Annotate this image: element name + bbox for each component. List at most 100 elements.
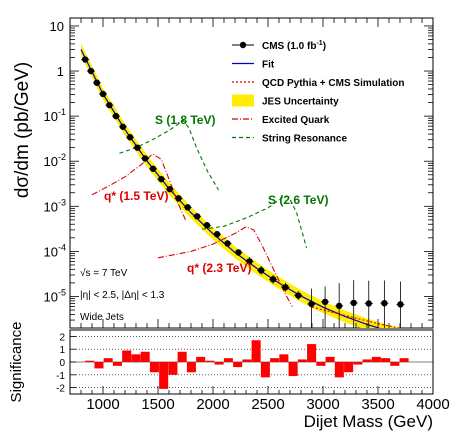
significance-plot: 2 1 0 -1 -2 Significance 1000 1500 2000 2500 3000 3… (8, 322, 450, 431)
significance-tick-label: -1 (56, 371, 65, 382)
x-tick-label: 1500 (141, 396, 174, 413)
legend-entry: QCD Pythia + CMS Simulation (232, 78, 405, 89)
data-point (81, 56, 89, 63)
data-point (335, 302, 343, 310)
data-point (126, 134, 134, 141)
x-axis-title: Dijet Mass (GeV) (304, 412, 433, 431)
significance-bar (149, 362, 159, 373)
significance-bar (279, 354, 289, 362)
significance-bar (122, 350, 132, 362)
data-point (365, 300, 372, 307)
data-point (134, 144, 141, 151)
data-point (166, 185, 173, 193)
label-string-2.6: S (2.6 TeV) (268, 193, 328, 207)
significance-bar (371, 356, 381, 362)
excited-quark-1.5-curve (91, 153, 187, 221)
y-axis-title: dσ/dm (pb/GeV) (12, 62, 33, 198)
significance-bar (214, 362, 224, 365)
string-resonance-1.8-curve (119, 119, 219, 191)
label-qstar-1.5: q* (1.5 TeV) (104, 189, 168, 203)
legend-label: JES Uncertainty (262, 97, 339, 108)
data-point (141, 155, 149, 162)
significance-bar (159, 362, 169, 389)
data-point (269, 276, 277, 283)
data-point (112, 112, 120, 120)
significance-bar (325, 356, 335, 362)
significance-bar (288, 362, 298, 377)
data-point (295, 292, 302, 299)
y-tick-label: 10-4 (44, 242, 66, 259)
significance-tick-label: 1 (59, 345, 65, 356)
data-point (158, 175, 165, 183)
significance-bar (260, 362, 270, 378)
main-frame (69, 17, 434, 329)
data-point (282, 284, 289, 291)
x-tick-label: 2000 (196, 396, 229, 413)
x-tick-label: 3500 (361, 396, 394, 413)
significance-bar (399, 358, 409, 362)
significance-bar (390, 362, 400, 366)
label-qstar-2.3: q* (2.3 TeV) (187, 261, 251, 275)
significance-bar (307, 344, 317, 362)
legend-entry: String Resonance (232, 134, 347, 145)
significance-bar (177, 351, 187, 362)
significance-bar (205, 360, 215, 362)
significance-bar (344, 362, 354, 373)
significance-bar (233, 362, 243, 368)
data-point (257, 267, 265, 274)
data-point (224, 240, 231, 247)
significance-bar (270, 358, 280, 362)
legend-entry: Excited Quark (232, 115, 330, 126)
data-point (308, 300, 315, 308)
qcd-simulation-line (311, 306, 402, 328)
annotation-jets: Wide Jets (80, 312, 124, 323)
y-tick-label: 10 (50, 19, 64, 34)
data-point (381, 299, 388, 307)
string-resonance-2.6-curve (201, 195, 308, 248)
significance-bar (168, 362, 178, 375)
data-point (106, 101, 113, 109)
legend-label: Fit (262, 60, 275, 71)
data-point (175, 195, 182, 202)
label-string-1.8: S (1.8 TeV) (155, 113, 215, 127)
significance-tick-label: -2 (56, 384, 65, 395)
legend-marker (239, 41, 247, 49)
x-tick-label: 1000 (86, 396, 119, 413)
legend-label: Excited Quark (262, 115, 330, 126)
legend-entry: Fit (232, 60, 275, 71)
excited-quark-2.3-curve (157, 226, 293, 307)
significance-bar (316, 362, 326, 366)
significance-bar (103, 358, 113, 362)
data-point (235, 249, 242, 256)
significance-bar (223, 358, 233, 362)
significance-bar (381, 358, 391, 362)
significance-bar (112, 362, 122, 366)
legend-entry: CMS (1.0 fb-1) (232, 40, 326, 52)
significance-bar (334, 362, 344, 378)
data-point (213, 231, 221, 238)
plot-area (80, 43, 405, 328)
significance-bar (94, 362, 104, 369)
significance-bar (362, 359, 372, 362)
data-point (193, 213, 201, 220)
significance-bar (85, 360, 95, 362)
significance-bar (186, 362, 196, 373)
data-point (149, 165, 157, 172)
significance-bar (242, 359, 252, 362)
significance-bar (131, 354, 141, 362)
legend-entry: JES Uncertainty (232, 94, 339, 108)
x-tick-label: 2500 (251, 396, 284, 413)
main-plot: 10-5 10-4 10-3 10-2 10-1 1 10 dσ/dm (pb/GeV) CMS… (12, 17, 434, 329)
y-tick-label: 10-3 (44, 197, 66, 214)
significance-bar (196, 356, 206, 362)
data-point (184, 204, 191, 211)
legend-label: QCD Pythia + CMS Simulation (262, 78, 405, 89)
legend-label: String Resonance (262, 134, 347, 145)
y-tick-label: 10-2 (44, 152, 66, 169)
data-point (99, 90, 107, 98)
data-point (119, 123, 127, 130)
significance-bar (140, 351, 150, 362)
y-tick-label: 10-5 (44, 287, 66, 304)
